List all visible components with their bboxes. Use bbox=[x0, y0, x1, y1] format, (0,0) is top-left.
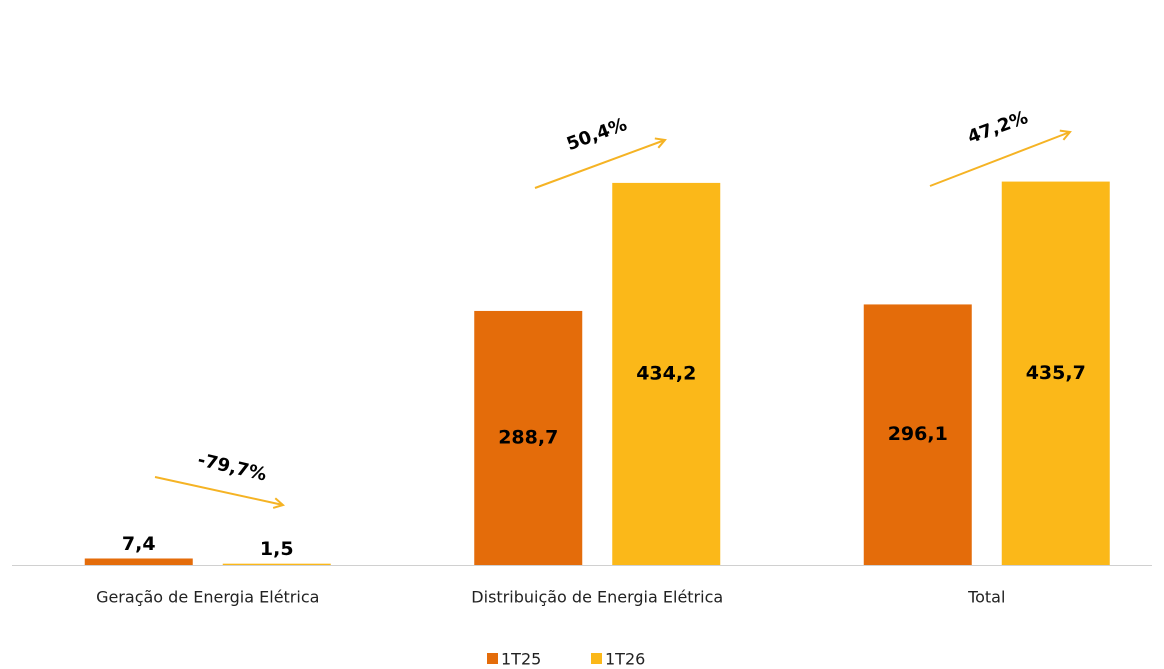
value-label: 435,7 bbox=[1026, 362, 1086, 384]
bar bbox=[222, 563, 331, 565]
value-label: 288,7 bbox=[498, 426, 558, 448]
value-label: 434,2 bbox=[636, 362, 696, 384]
annotation: 50,4% bbox=[564, 114, 630, 155]
value-label: 7,4 bbox=[122, 533, 156, 555]
bar bbox=[84, 558, 193, 565]
x-tick-label: Geração de Energia Elétrica bbox=[96, 588, 319, 607]
legend-swatch bbox=[591, 653, 602, 664]
x-tick-label: Distribuição de Energia Elétrica bbox=[471, 588, 723, 607]
legend-label: 1T26 bbox=[605, 650, 645, 669]
annotation: 47,2% bbox=[965, 107, 1031, 148]
value-label: 296,1 bbox=[888, 423, 948, 445]
trend-arrow bbox=[154, 476, 283, 505]
value-label: 1,5 bbox=[260, 538, 294, 560]
bar bbox=[474, 310, 583, 565]
trend-arrow bbox=[534, 140, 665, 189]
bar bbox=[863, 304, 972, 565]
bar bbox=[612, 182, 721, 566]
legend-swatch bbox=[487, 653, 498, 664]
bar bbox=[1001, 181, 1110, 566]
trend-arrow bbox=[929, 132, 1070, 187]
legend-label: 1T25 bbox=[501, 650, 541, 669]
x-tick-label: Total bbox=[967, 588, 1005, 607]
annotation: -79,7% bbox=[196, 449, 269, 485]
